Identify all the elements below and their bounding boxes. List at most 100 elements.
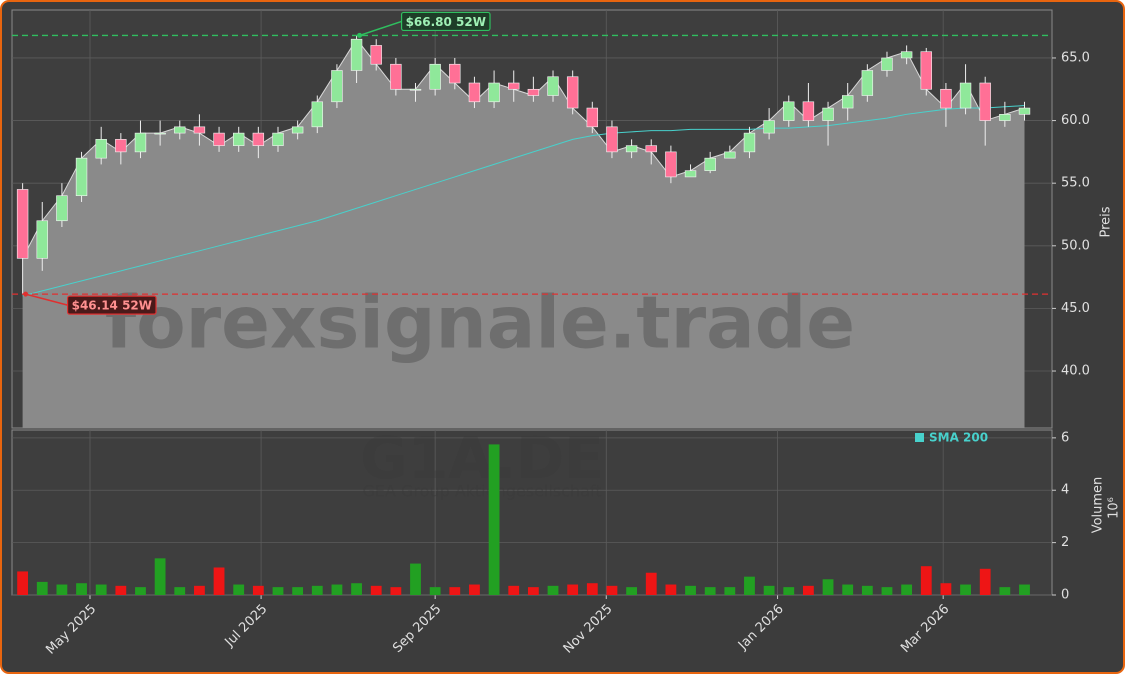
candle-body (959, 82, 972, 109)
annotation-arrowhead (357, 32, 363, 38)
volume-bar (704, 587, 716, 595)
watermark-ticker: G1A.DE (360, 424, 604, 492)
y-tick-label: 2 (1061, 535, 1069, 550)
volume-bar (763, 585, 775, 595)
annotation-label: $66.80 52W (406, 15, 486, 29)
annotation-box (400, 11, 491, 32)
y-tick-label: 0 (1061, 588, 1069, 603)
volume-bar (744, 576, 755, 595)
candle-body (527, 88, 540, 96)
volume-bar (36, 581, 48, 595)
volume-bar (567, 584, 579, 595)
annotation-arrow (359, 20, 402, 37)
volume-bar (115, 585, 127, 595)
y-tick-label: 4 (1061, 483, 1069, 498)
volume-bar (95, 584, 107, 595)
candle-body (724, 151, 736, 159)
y-tick-label: 50.0 (1061, 238, 1090, 253)
volume-bar (488, 444, 500, 595)
candle-body (979, 82, 991, 121)
legend: SMA 200 (915, 431, 988, 445)
candle-body (920, 51, 932, 90)
y-tick-label: 60.0 (1061, 113, 1090, 128)
volume-bar (56, 584, 68, 595)
candle-body (625, 145, 638, 153)
volume-bar (920, 566, 932, 595)
volume-bar (233, 584, 245, 595)
volume-bar (960, 584, 971, 595)
volume-bar (606, 585, 618, 595)
y-tick-label: 6 (1061, 430, 1069, 445)
candle-body (940, 88, 952, 109)
volume-bar (783, 587, 795, 595)
annotation-arrowhead (23, 291, 29, 297)
volume-bar (861, 585, 873, 595)
candle-body (16, 189, 29, 259)
volume-bar (351, 583, 362, 595)
candle-body (252, 132, 265, 146)
volume-bar (370, 585, 382, 595)
candle-body (841, 95, 854, 109)
annotation-box (67, 295, 157, 315)
annotation-arrow (25, 293, 68, 306)
candle-body (861, 70, 874, 96)
volume-bar (547, 585, 559, 595)
candle-body (449, 63, 461, 84)
candle-body (95, 139, 107, 159)
y-axis-label: Preis (1099, 206, 1114, 237)
candle-body (232, 132, 245, 146)
y-tick-label: 45.0 (1061, 301, 1090, 316)
candle-body (1018, 107, 1031, 115)
candle-body (272, 132, 284, 146)
watermark-company: GEA Group Aktiengesellschaft (362, 482, 601, 501)
candle-body (881, 57, 893, 71)
volume-bar (527, 587, 539, 595)
candle-body (566, 76, 579, 109)
volume-bar (174, 587, 186, 595)
y-tick-label: 65.0 (1061, 50, 1090, 65)
volume-bar (842, 584, 854, 595)
volume-bar (586, 583, 598, 595)
volume-bar (449, 587, 461, 595)
y-tick-label: 55.0 (1061, 176, 1090, 191)
volume-bar (822, 579, 834, 595)
candle-body (56, 195, 68, 222)
price-line (22, 38, 1025, 259)
candle-body (36, 220, 48, 259)
volume-bar (17, 571, 29, 595)
candle-body (468, 82, 481, 103)
candle-body (645, 145, 657, 153)
candle-body (311, 101, 323, 128)
volume-bar (999, 587, 1011, 595)
volume-bar (390, 587, 402, 595)
volume-bar (272, 587, 284, 595)
volume-bar (881, 587, 893, 595)
candle-body (134, 132, 147, 153)
candle-body (390, 63, 402, 90)
volume-bar (410, 563, 421, 595)
volume-bar (311, 585, 323, 595)
volume-bar (469, 584, 480, 595)
candle-body (193, 126, 206, 134)
volume-bar (1019, 584, 1030, 595)
candle-body (684, 170, 697, 178)
volume-bar (135, 587, 146, 595)
candle-body (429, 63, 441, 90)
candle-body (743, 132, 756, 153)
volume-bar (803, 585, 814, 595)
candle-body (900, 51, 913, 59)
volume-bar (154, 558, 166, 595)
candle-body (350, 38, 363, 71)
volume-bar (213, 567, 225, 595)
volume-bar (252, 585, 264, 595)
candle-body (291, 126, 304, 134)
volume-bar (645, 572, 657, 595)
candle-body (115, 139, 127, 153)
candle-body (606, 126, 618, 153)
candle-body (665, 151, 677, 178)
candle-body (704, 157, 716, 171)
candle-body (802, 101, 815, 121)
volume-bar (979, 568, 991, 595)
candle-body (586, 107, 599, 128)
